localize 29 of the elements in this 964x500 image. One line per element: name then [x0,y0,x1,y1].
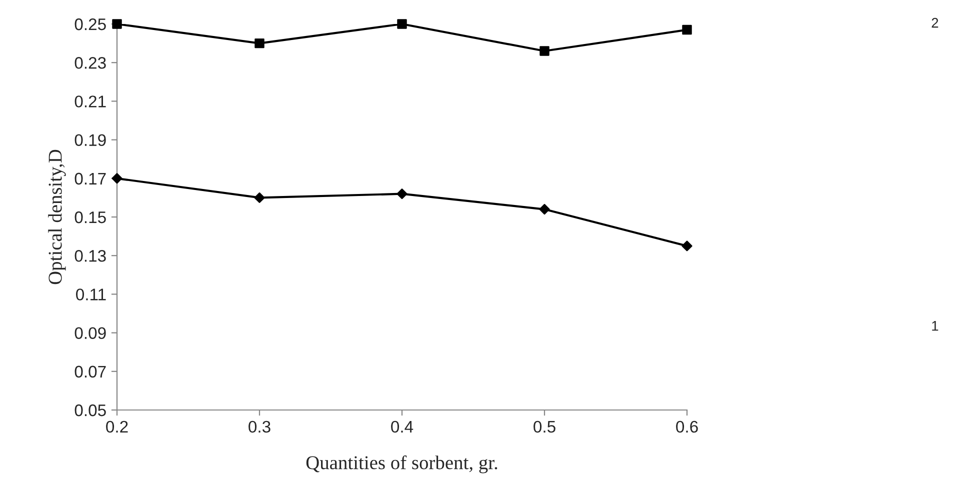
x-tick-label: 0.4 [391,420,414,433]
y-tick-label: 0.15 [74,211,106,224]
y-tick-label: 0.17 [74,172,106,185]
point [397,19,407,29]
y-tick-label: 0.05 [74,404,106,416]
text: 1 [932,321,938,331]
point [682,240,692,252]
text: 2 [932,18,938,28]
y-axis-title: Optical density,D [48,150,66,284]
x-tick-label: 0.6 [676,420,698,433]
y-tick-label: 0.09 [74,327,106,340]
point [254,192,265,203]
point [396,188,408,200]
y-tick-label: 0.07 [74,366,106,378]
point [540,46,550,56]
y-tick-label: 0.21 [74,96,106,108]
y-tick-label: 0.25 [74,18,106,30]
point [682,24,692,35]
y-tick-label: 0.13 [74,250,106,262]
point [112,173,122,184]
y-tick-label: 0.19 [74,134,106,146]
x-tick-label: 0.2 [106,420,128,433]
point [539,204,550,215]
x-tick-label: 0.5 [534,420,556,433]
y-tick-label: 0.23 [74,57,106,69]
x-axis-title: Quantities of sorbent, gr. [306,455,498,474]
point [254,38,264,48]
y-tick-label: 0.11 [76,288,106,300]
x-tick-label: 0.3 [248,420,270,433]
